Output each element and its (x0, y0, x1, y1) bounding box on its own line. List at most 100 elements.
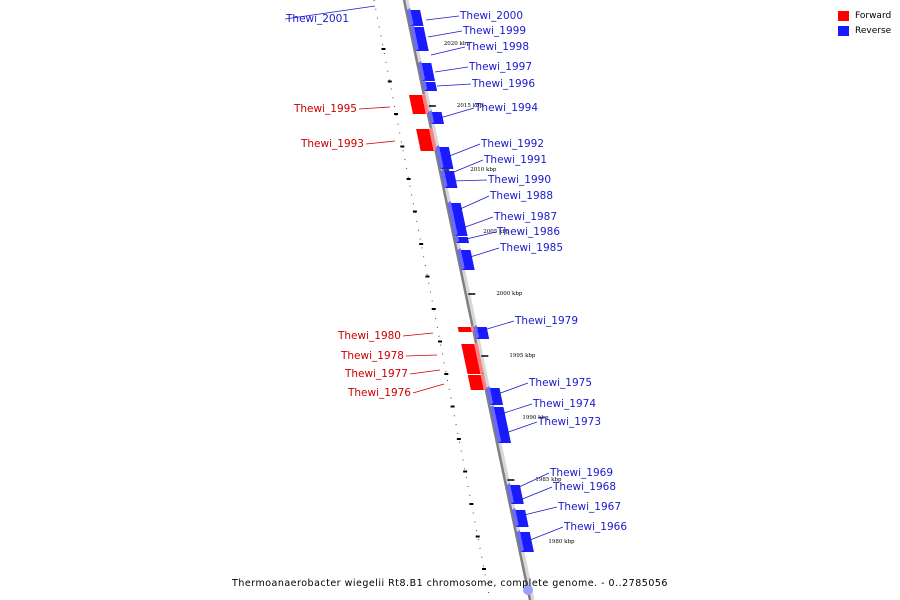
gene-thewi-1979[interactable]: Thewi_1979 (473, 315, 578, 339)
gene-block-shade (473, 325, 480, 339)
gene-label[interactable]: Thewi_1968 (552, 481, 616, 493)
gene-block-shade (421, 93, 429, 114)
gene-block-shade (435, 145, 444, 169)
end-marker (523, 585, 533, 595)
gene-thewi-1978[interactable]: Thewi_1978 (340, 342, 482, 362)
gene-label[interactable]: Thewi_1985 (499, 242, 563, 254)
gene-thewi-1969[interactable]: Thewi_1969 (506, 467, 613, 500)
position-marker-label: 2005 kbp (483, 229, 510, 235)
gene-leader-line (529, 526, 564, 541)
gene-label[interactable]: Thewi_1976 (347, 387, 411, 399)
gene-thewi-2000[interactable]: Thewi_2000 (407, 8, 523, 26)
gene-leader-line (476, 320, 515, 333)
position-marker-label: 1980 kbp (548, 539, 575, 545)
gene-block-shade (451, 219, 458, 236)
gene-thewi-1973[interactable]: Thewi_1973 (494, 416, 601, 443)
gene-thewi-1994[interactable]: Thewi_1994 (428, 102, 539, 124)
gene-label[interactable]: Thewi_2001 (285, 13, 349, 25)
gene-label[interactable]: Thewi_1986 (496, 226, 560, 238)
gene-thewi-1988[interactable]: Thewi_1988 (447, 190, 553, 221)
position-marker: 1995 kbp (481, 353, 536, 359)
gene-thewi-1968[interactable]: Thewi_1968 (509, 481, 616, 504)
gene-label[interactable]: Thewi_1980 (337, 330, 401, 342)
gene-thewi-1967[interactable]: Thewi_1967 (512, 501, 621, 527)
gene-label[interactable]: Thewi_1993 (300, 138, 364, 150)
gene-thewi-1977[interactable]: Thewi_1977 (344, 360, 484, 380)
gene-label[interactable]: Thewi_1991 (483, 154, 547, 166)
gene-thewi-1995[interactable]: Thewi_1995 (293, 93, 429, 115)
legend-item-reverse: Reverse (838, 23, 891, 38)
gene-thewi-1985[interactable]: Thewi_1985 (457, 242, 564, 270)
gene-label[interactable]: Thewi_1992 (480, 138, 544, 150)
gene-thewi-1997[interactable]: Thewi_1997 (418, 61, 532, 81)
gene-leader-line (519, 486, 553, 501)
gene-block (465, 362, 481, 374)
gene-thewi-1993[interactable]: Thewi_1993 (300, 127, 437, 151)
position-marker-label: 1985 kbp (535, 477, 562, 483)
gene-label[interactable]: Thewi_1995 (293, 103, 357, 115)
gene-label[interactable]: Thewi_1966 (563, 521, 627, 533)
gene-thewi-1974[interactable]: Thewi_1974 (490, 398, 596, 429)
gene-leader-line (409, 369, 441, 375)
gene-leader-line (459, 216, 494, 230)
gene-label[interactable]: Thewi_1975 (528, 377, 592, 389)
legend-label-forward: Forward (855, 10, 892, 21)
gene-leader-line (439, 107, 475, 119)
gene-label[interactable]: Thewi_1978 (340, 350, 404, 362)
gene-thewi-1986[interactable]: Thewi_1986 (454, 226, 561, 243)
gene-block-shade (512, 508, 519, 527)
gene-label[interactable]: Thewi_1973 (537, 416, 601, 428)
gene-block (467, 375, 484, 390)
gene-block-shade (440, 169, 446, 178)
gene-block-shade (506, 483, 513, 500)
gene-thewi-1998[interactable]: Thewi_1998 (412, 35, 529, 56)
gene-thewi-1991[interactable]: Thewi_1991 (440, 154, 547, 178)
gene-thewi-1996[interactable]: Thewi_1996 (422, 78, 535, 91)
gene-block-shade (447, 201, 455, 221)
gene-label[interactable]: Thewi_1999 (462, 25, 526, 37)
gene-leader-line (436, 83, 472, 87)
gene-label[interactable]: Thewi_1967 (557, 501, 621, 513)
gene-thewi-1992[interactable]: Thewi_1992 (435, 138, 544, 169)
gene-thewi-1990[interactable]: Thewi_1990 (442, 174, 551, 188)
gene-thewi-1975[interactable]: Thewi_1975 (486, 377, 592, 405)
position-marker: 2015 kbp (428, 103, 483, 109)
gene-leader-line (405, 354, 438, 357)
gene-label[interactable]: Thewi_1996 (471, 78, 535, 90)
gene-label[interactable]: Thewi_1974 (532, 398, 596, 410)
backbone (402, 0, 532, 600)
gene-block-shade (470, 325, 475, 332)
gene-label[interactable]: Thewi_1979 (514, 315, 578, 327)
gene-label[interactable]: Thewi_2000 (459, 10, 523, 22)
gene-block-shade (480, 373, 487, 390)
gene-label[interactable]: Thewi_1997 (468, 61, 532, 73)
gene-thewi-2001[interactable]: Thewi_2001 (284, 0, 418, 25)
gene-label[interactable]: Thewi_1987 (493, 211, 557, 223)
forward-swatch (838, 10, 849, 21)
gene-thewi-1999[interactable]: Thewi_1999 (410, 25, 526, 38)
gene-thewi-1980[interactable]: Thewi_1980 (337, 325, 475, 342)
gene-label[interactable]: Thewi_1977 (344, 368, 408, 380)
gene-block-shade (516, 530, 524, 552)
gene-thewi-1976[interactable]: Thewi_1976 (347, 373, 487, 399)
position-marker: 1985 kbp (507, 477, 562, 483)
gene-block-shade (442, 176, 448, 188)
gene-leader-line (430, 46, 466, 56)
gene-thewi-1966[interactable]: Thewi_1966 (516, 521, 628, 552)
gene-label[interactable]: Thewi_1994 (474, 102, 538, 114)
position-marker-label: 1995 kbp (509, 353, 536, 359)
gene-leader-line (412, 383, 445, 394)
gene-block-shade (410, 25, 416, 38)
gene-block-shade (428, 110, 435, 124)
gene-leader-line (451, 179, 488, 182)
gene-label[interactable]: Thewi_1988 (489, 190, 553, 202)
gene-block-shade (429, 127, 437, 151)
gene-thewi-1987[interactable]: Thewi_1987 (451, 211, 557, 236)
gene-label[interactable]: Thewi_1998 (465, 41, 529, 53)
gene-leader-line (402, 332, 434, 337)
gene-leader-line (365, 140, 396, 145)
gene-label[interactable]: Thewi_1969 (549, 467, 613, 479)
gene-label[interactable]: Thewi_1990 (487, 174, 551, 186)
gene-block-shade (457, 248, 465, 270)
